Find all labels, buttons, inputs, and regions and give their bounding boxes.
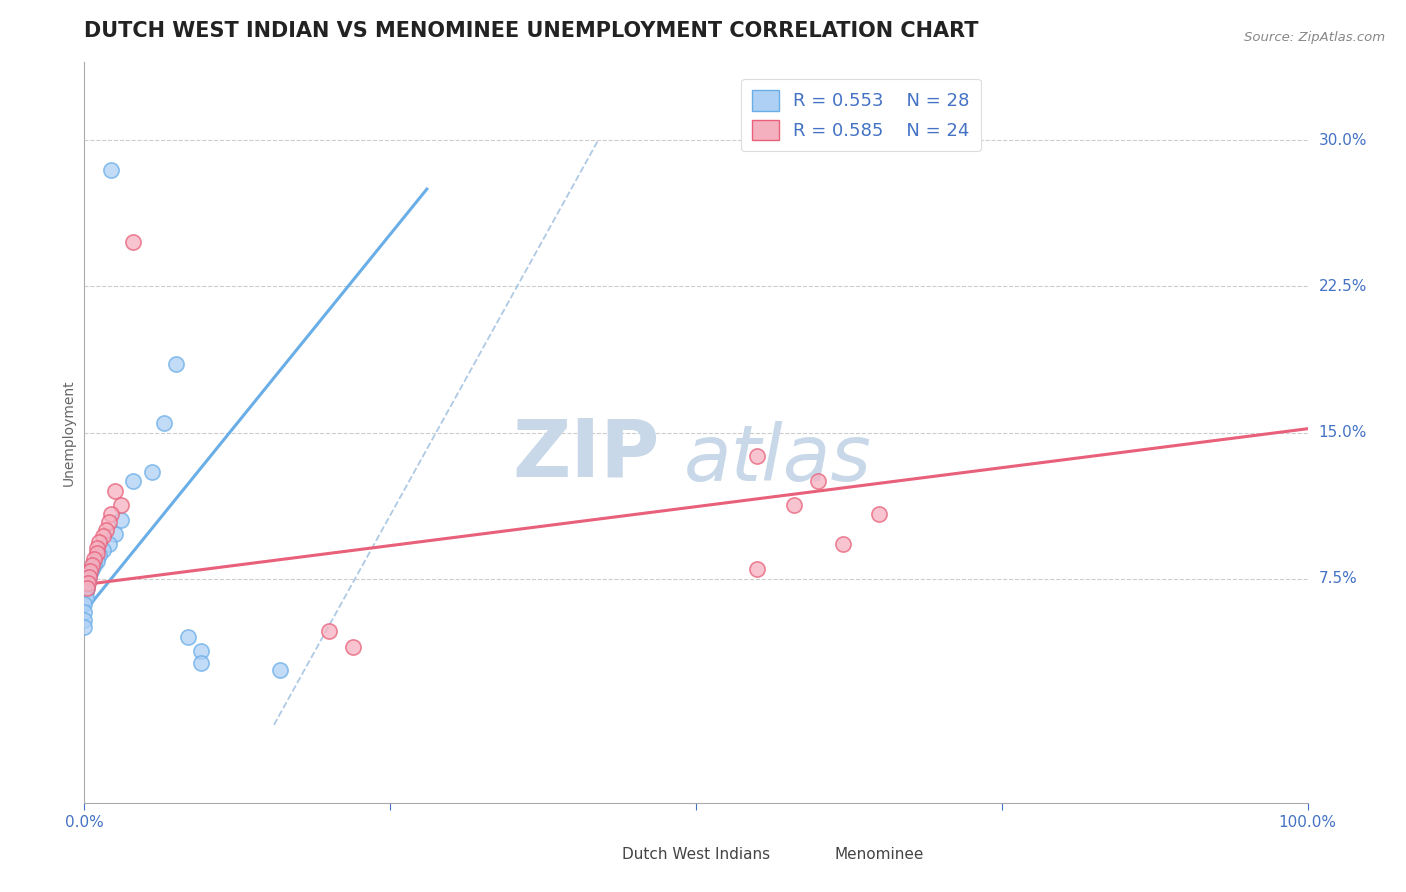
- Point: [96, 523, 118, 537]
- Point: [783, 498, 806, 512]
- Text: 30.0%: 30.0%: [1319, 133, 1367, 148]
- Point: [91, 529, 114, 543]
- Point: [190, 644, 212, 658]
- Point: [122, 475, 145, 489]
- Text: ZIP: ZIP: [512, 416, 659, 494]
- Point: [269, 663, 291, 677]
- Point: [86, 546, 108, 560]
- Text: 7.5%: 7.5%: [1319, 571, 1357, 586]
- Point: [73, 613, 96, 627]
- Point: [122, 235, 145, 249]
- Point: [80, 562, 103, 576]
- Point: [190, 656, 212, 670]
- Y-axis label: Unemployment: Unemployment: [62, 379, 76, 486]
- Point: [73, 620, 96, 634]
- Point: [141, 465, 163, 479]
- Point: [77, 570, 100, 584]
- Point: [79, 566, 101, 580]
- Point: [318, 624, 340, 639]
- Point: [75, 591, 97, 606]
- Point: [86, 541, 108, 555]
- Text: Menominee: Menominee: [835, 847, 924, 863]
- Point: [77, 574, 100, 588]
- Point: [831, 536, 853, 550]
- Point: [86, 554, 108, 568]
- Point: [75, 585, 97, 599]
- Point: [104, 527, 127, 541]
- FancyBboxPatch shape: [800, 844, 834, 866]
- Legend: R = 0.553    N = 28, R = 0.585    N = 24: R = 0.553 N = 28, R = 0.585 N = 24: [741, 78, 980, 152]
- Point: [83, 558, 105, 573]
- Point: [104, 484, 127, 499]
- Point: [80, 558, 103, 573]
- Point: [110, 513, 132, 527]
- Point: [869, 508, 891, 522]
- Point: [807, 475, 830, 489]
- Point: [79, 564, 101, 578]
- Text: atlas: atlas: [683, 420, 872, 497]
- Point: [100, 508, 122, 522]
- Point: [342, 640, 364, 654]
- Text: 22.5%: 22.5%: [1319, 279, 1367, 294]
- Point: [97, 515, 120, 529]
- Point: [97, 536, 120, 550]
- Point: [177, 630, 200, 644]
- Text: 15.0%: 15.0%: [1319, 425, 1367, 440]
- Point: [153, 416, 176, 430]
- Point: [747, 562, 769, 576]
- Point: [100, 162, 122, 177]
- Point: [87, 534, 110, 549]
- Text: Source: ZipAtlas.com: Source: ZipAtlas.com: [1244, 31, 1385, 45]
- FancyBboxPatch shape: [579, 844, 614, 866]
- Text: Dutch West Indians: Dutch West Indians: [621, 847, 770, 863]
- Point: [77, 575, 100, 590]
- Point: [73, 597, 96, 611]
- Point: [747, 449, 769, 463]
- Point: [76, 582, 98, 596]
- Point: [91, 542, 114, 557]
- Point: [110, 498, 132, 512]
- Point: [87, 549, 110, 563]
- Point: [77, 570, 100, 584]
- Point: [83, 552, 105, 566]
- Point: [76, 582, 98, 596]
- Point: [76, 577, 98, 591]
- Text: DUTCH WEST INDIAN VS MENOMINEE UNEMPLOYMENT CORRELATION CHART: DUTCH WEST INDIAN VS MENOMINEE UNEMPLOYM…: [84, 21, 979, 41]
- Point: [73, 605, 96, 619]
- Point: [165, 358, 187, 372]
